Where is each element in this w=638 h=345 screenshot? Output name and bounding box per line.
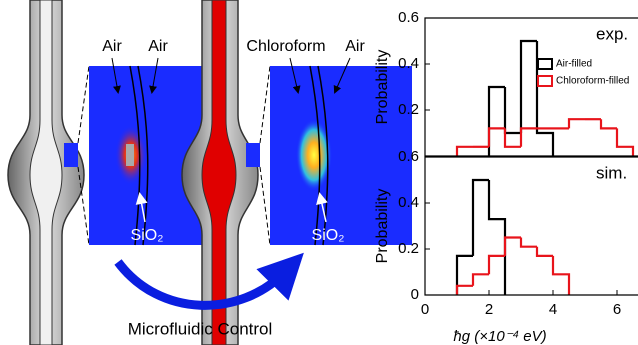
zoom-line: [77, 65, 90, 144]
pointer: [333, 57, 351, 94]
zoom-line: [259, 166, 271, 246]
x-tick-label: 6: [613, 301, 621, 318]
zoom-line: [77, 166, 90, 246]
histogram-bin: [567, 118, 585, 129]
axes-frame: [424, 17, 638, 157]
histogram-bin: [615, 128, 635, 156]
annotation: exp.: [596, 24, 628, 43]
wall: [129, 65, 141, 246]
region: [246, 143, 260, 167]
capillary-core: [29, 0, 63, 345]
schematic: Air Air SiO₂ Chloroform Air SiO₂ Microfl…: [7, 0, 412, 345]
x-axis-label: ħg (×10⁻⁴ eV): [453, 328, 546, 345]
histogram-bin: [503, 128, 521, 148]
wall: [137, 65, 149, 246]
histogram-bin: [487, 180, 507, 295]
plot-area: [455, 39, 635, 156]
wall: [317, 65, 329, 246]
region: [64, 143, 78, 167]
x-tick-label: 2: [485, 301, 493, 318]
field-panel: [270, 66, 412, 245]
y-tick-label: 0.4: [398, 55, 419, 72]
y-tick-label: 0.4: [398, 194, 419, 211]
histogram-bin: [519, 237, 537, 248]
label: Chloroform: [246, 38, 325, 55]
histogram-bin: [471, 273, 489, 286]
pointer: [316, 192, 328, 223]
control-arrow: [114, 252, 304, 310]
y-tick-label: 0: [411, 286, 419, 303]
histogram-bin: [487, 85, 505, 156]
capillary-core: [201, 0, 237, 345]
legend-label: Air-filled: [556, 59, 592, 70]
wall: [309, 65, 321, 246]
histogram-bin: [455, 145, 473, 156]
zoom-line: [259, 65, 271, 144]
legend-label: Chloroform-filled: [556, 76, 629, 87]
label: SiO₂: [312, 227, 345, 244]
label: Air: [148, 38, 168, 55]
pointer: [135, 192, 148, 223]
x-tick-label: 0: [421, 301, 429, 318]
histogram-bin: [551, 255, 571, 295]
y-tick-label: 0.6: [398, 9, 419, 26]
histogram-bin: [487, 127, 505, 147]
plot-area: [425, 178, 618, 295]
caption: Microfluidic Control: [128, 319, 273, 338]
label: Air: [345, 38, 365, 55]
label: Air: [102, 38, 122, 55]
histogram-bin: [455, 284, 473, 295]
pointer: [289, 57, 301, 94]
histogram-bin: [519, 127, 537, 147]
histogram-bin: [487, 254, 505, 275]
label: SiO₂: [131, 227, 164, 244]
legend-swatch: [537, 75, 553, 87]
y-tick-label: 0.2: [398, 101, 419, 118]
pointer: [111, 57, 121, 94]
annotation: sim.: [596, 163, 627, 182]
histogram-bin: [535, 246, 553, 257]
mode-core: [126, 144, 134, 166]
y-tick-label: 0.2: [398, 240, 419, 257]
histogram-bin: [519, 39, 537, 133]
histogram-bin: [455, 254, 473, 295]
mode-spot: [296, 119, 332, 191]
axes-frame: [424, 156, 638, 296]
pointer: [149, 57, 159, 94]
y-axis-label: Probability: [374, 50, 391, 125]
histogram-bin: [503, 236, 521, 256]
x-tick-label: 4: [549, 301, 557, 318]
legend-swatch: [537, 58, 553, 70]
histogram-bin: [471, 178, 489, 256]
y-tick-label: 0.6: [398, 148, 419, 165]
histogram-bin: [599, 119, 617, 130]
histogram-bin: [503, 87, 521, 135]
y-axis-label: Probability: [374, 189, 391, 264]
